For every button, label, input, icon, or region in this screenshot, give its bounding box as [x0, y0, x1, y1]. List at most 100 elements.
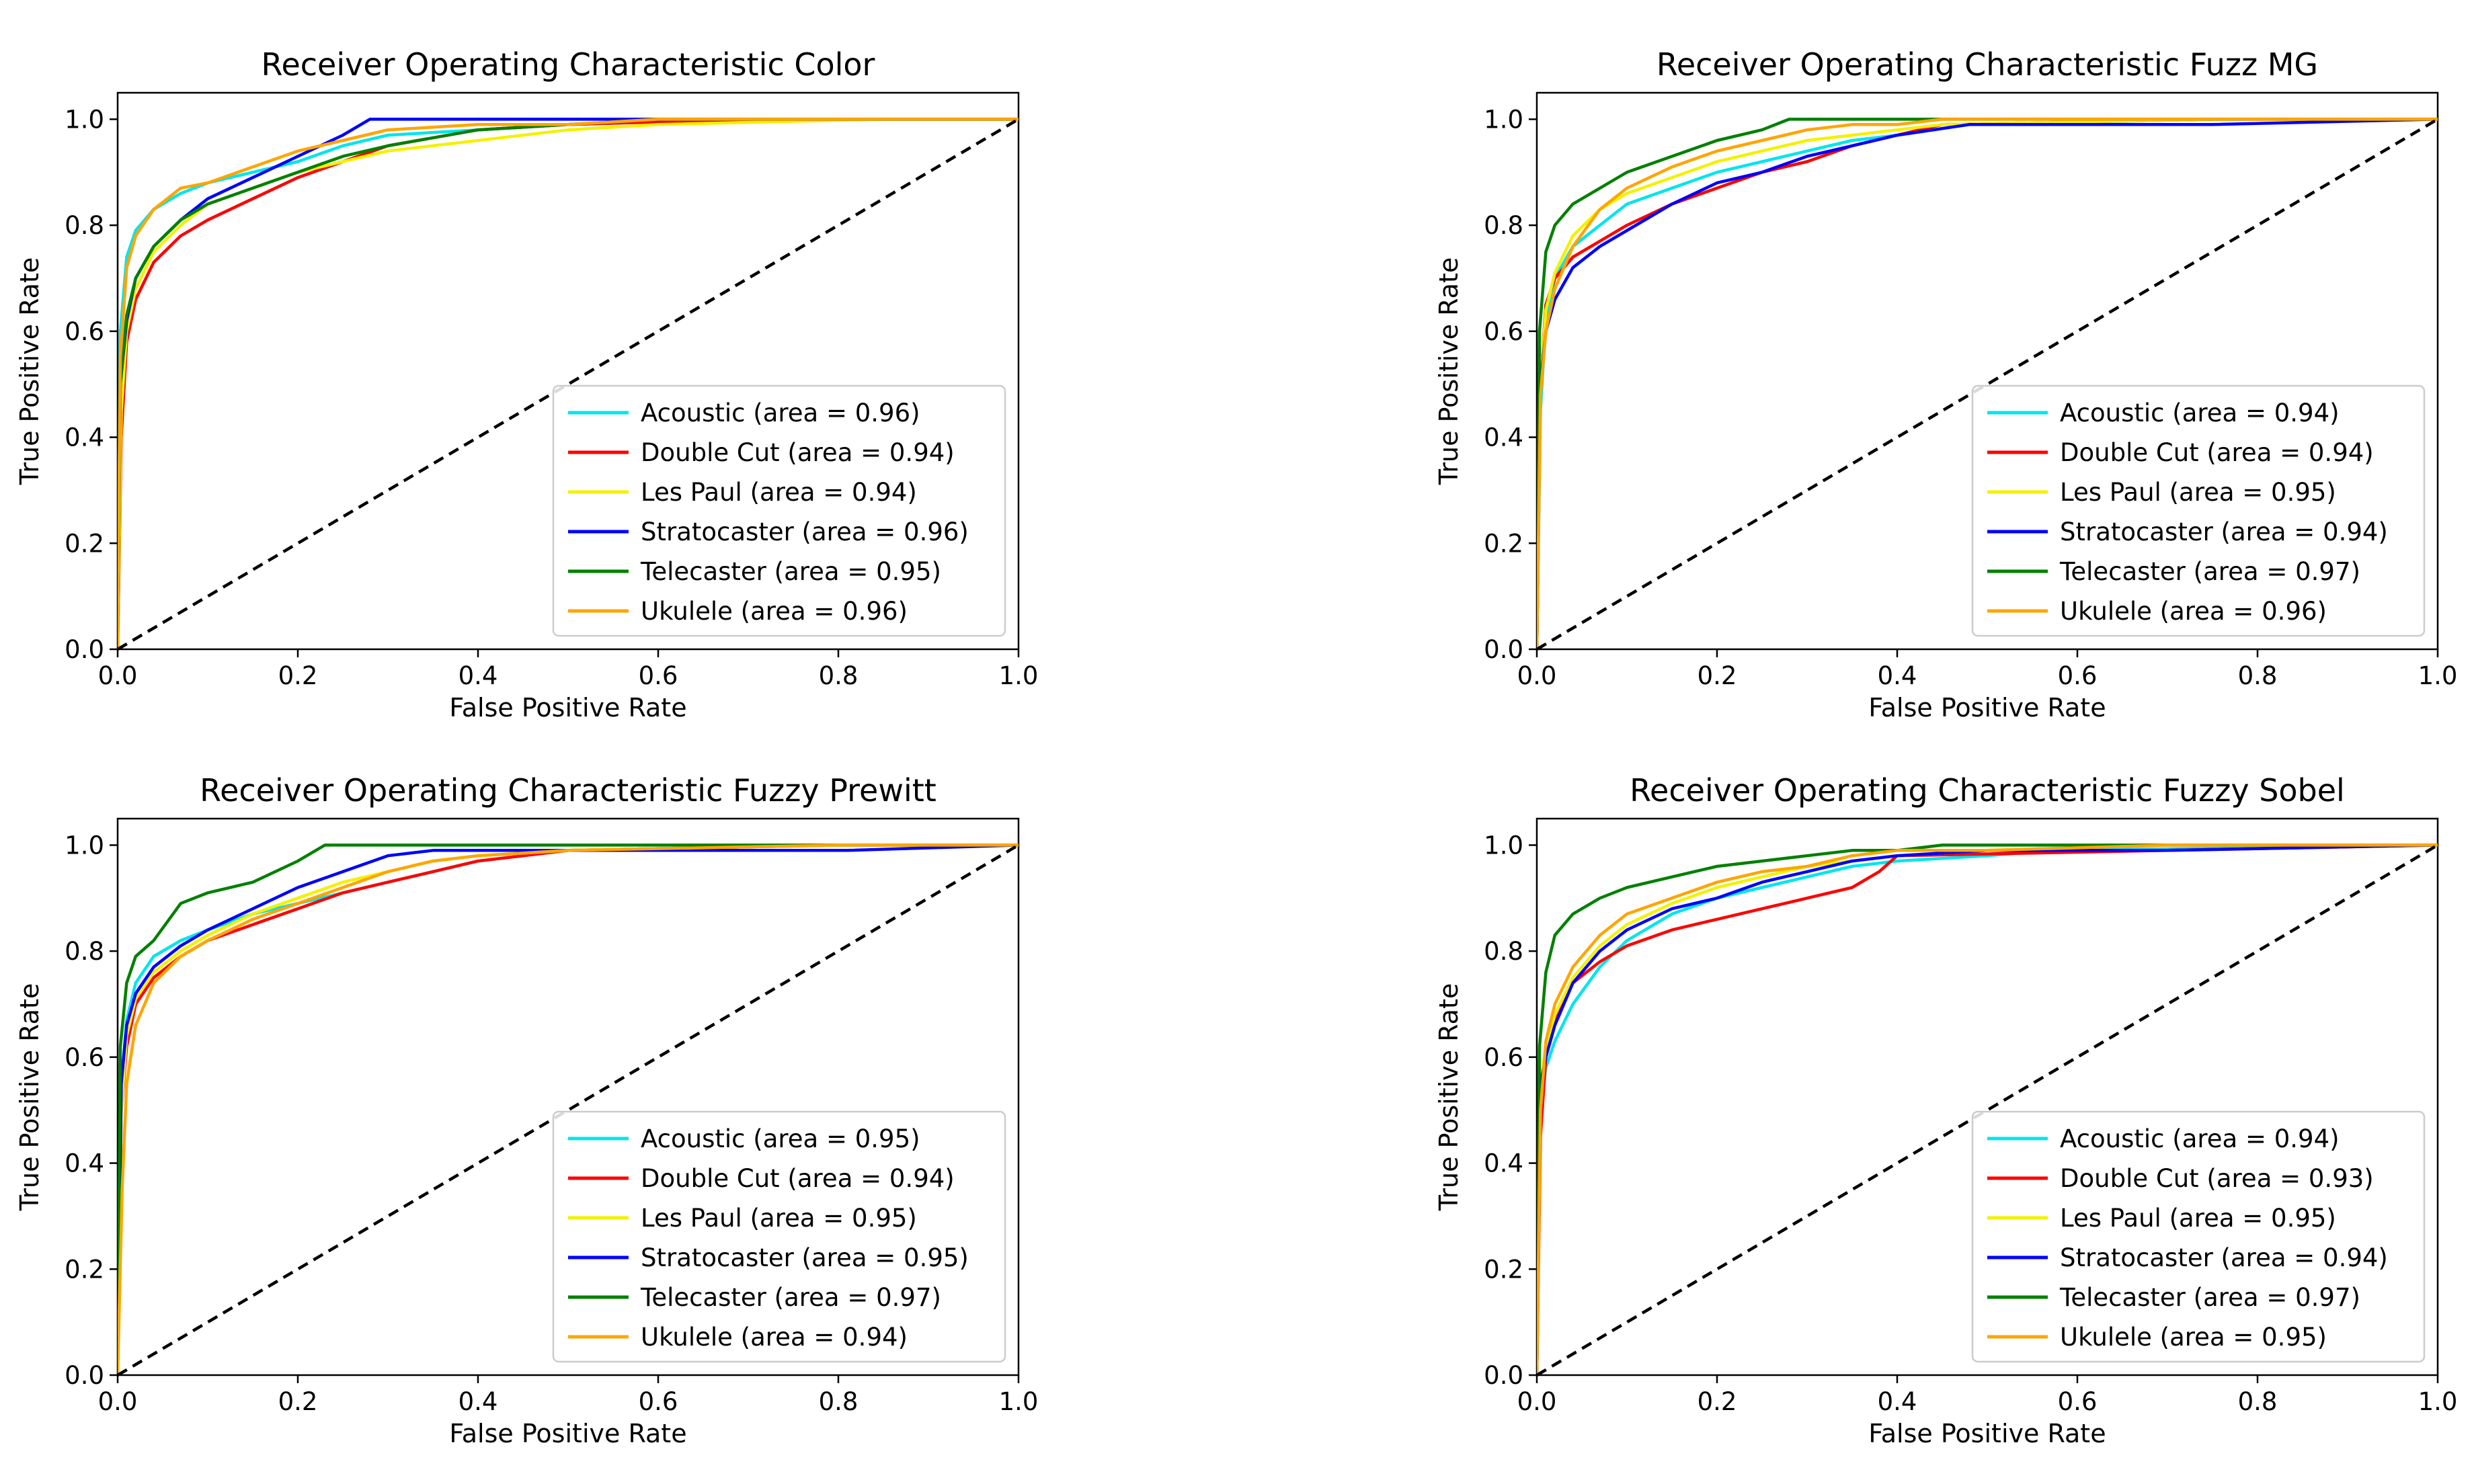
- x-axis-label: False Positive Rate: [449, 693, 686, 723]
- plot-frame: [1535, 91, 2439, 651]
- roc-curve-telecaster: [118, 843, 1019, 1375]
- roc-curve-stratocaster: [1537, 843, 2438, 1375]
- legend: Acoustic (area = 0.95) Double Cut (area =…: [552, 1110, 1006, 1363]
- legend: Acoustic (area = 0.94) Double Cut (area =…: [1971, 384, 2426, 637]
- y-tick-label: 0.4: [65, 1149, 104, 1178]
- y-tick-label: 0.0: [65, 1361, 104, 1390]
- x-tick-label: 0.2: [278, 1387, 318, 1416]
- roc-panel-3: Receiver Operating Characteristic Fuzzy …: [15, 772, 1038, 1448]
- x-tick-label: 0.6: [2058, 661, 2098, 690]
- x-tick-label: 0.4: [1878, 1387, 1917, 1416]
- x-tick-label: 0.0: [1517, 661, 1557, 690]
- legend-entry: Telecaster (area = 0.97): [2059, 557, 2360, 586]
- x-tick-label: 1.0: [2418, 661, 2458, 690]
- legend-entry: Telecaster (area = 0.95): [640, 557, 941, 586]
- roc-panel-1: Receiver Operating Characteristic Color 0…: [15, 46, 1038, 723]
- y-tick-label: 1.0: [65, 105, 104, 134]
- legend-entry: Telecaster (area = 0.97): [2059, 1283, 2360, 1312]
- legend-entry: Double Cut (area = 0.94): [641, 1164, 955, 1193]
- legend-entry: Ukulele (area = 0.96): [2060, 597, 2327, 626]
- x-tick-label: 0.0: [98, 661, 138, 690]
- y-tick-label: 0.0: [1484, 635, 1523, 664]
- y-tick-label: 1.0: [1484, 831, 1523, 860]
- y-tick-label: 0.8: [1484, 937, 1523, 966]
- legend-box: [552, 1110, 1006, 1363]
- y-tick-label: 0.2: [1484, 529, 1523, 558]
- legend-entry: Acoustic (area = 0.94): [2060, 399, 2340, 427]
- legend: Acoustic (area = 0.94) Double Cut (area =…: [1971, 1110, 2426, 1363]
- legend-entry: Telecaster (area = 0.97): [640, 1283, 941, 1312]
- x-tick-label: 0.8: [819, 661, 859, 690]
- x-tick-label: 0.0: [1517, 1387, 1557, 1416]
- roc-curve-ukulele: [118, 843, 1019, 1375]
- roc-curve-acoustic: [1537, 843, 2438, 1375]
- x-tick-label: 0.2: [278, 661, 318, 690]
- y-tick-label: 0.8: [1484, 211, 1523, 240]
- legend-entry: Stratocaster (area = 0.94): [2060, 1243, 2388, 1272]
- legend-entry: Les Paul (area = 0.95): [2060, 478, 2336, 507]
- x-tick-label: 0.2: [1698, 661, 1737, 690]
- chart-title: Receiver Operating Characteristic Fuzz M…: [1657, 46, 2318, 83]
- x-tick-label: 0.6: [639, 1387, 678, 1416]
- y-tick-label: 0.4: [65, 423, 104, 452]
- legend-entry: Stratocaster (area = 0.96): [641, 518, 969, 546]
- legend-entry: Ukulele (area = 0.95): [2060, 1323, 2327, 1352]
- chart-title: Receiver Operating Characteristic Fuzzy …: [1630, 772, 2345, 809]
- x-tick-label: 1.0: [2418, 1387, 2458, 1416]
- plot-frame: [116, 817, 1020, 1376]
- roc-curve-ukulele: [118, 118, 1019, 649]
- x-axis-label: False Positive Rate: [1868, 1419, 2106, 1448]
- y-tick-label: 0.8: [65, 211, 104, 240]
- roc-curve-telecaster: [1537, 843, 2438, 1375]
- roc-curve-ukulele: [1537, 118, 2438, 649]
- legend-entry: Ukulele (area = 0.94): [641, 1323, 908, 1352]
- legend-entry: Les Paul (area = 0.94): [641, 478, 917, 507]
- y-tick-label: 0.6: [65, 317, 104, 346]
- x-tick-label: 0.4: [458, 1387, 498, 1416]
- legend-entry: Acoustic (area = 0.94): [2060, 1124, 2340, 1153]
- y-tick-label: 0.4: [1484, 423, 1523, 452]
- y-tick-label: 0.2: [1484, 1255, 1523, 1284]
- legend-entry: Stratocaster (area = 0.94): [2060, 518, 2388, 546]
- legend-entry: Les Paul (area = 0.95): [641, 1204, 917, 1233]
- legend-entry: Acoustic (area = 0.96): [641, 399, 920, 427]
- roc-curve-ukulele: [1537, 843, 2438, 1375]
- roc-panel-4: Receiver Operating Characteristic Fuzzy …: [1434, 772, 2457, 1448]
- y-tick-label: 0.2: [65, 1255, 104, 1284]
- y-tick-label: 0.6: [1484, 317, 1523, 346]
- y-tick-label: 0.0: [1484, 1361, 1523, 1390]
- x-tick-label: 1.0: [999, 661, 1039, 690]
- x-tick-label: 0.4: [1878, 661, 1917, 690]
- legend-box: [552, 384, 1006, 637]
- chart-title: Receiver Operating Characteristic Color: [262, 46, 875, 83]
- y-tick-label: 0.0: [65, 635, 104, 664]
- y-tick-label: 0.6: [65, 1043, 104, 1072]
- y-tick-label: 1.0: [65, 831, 104, 860]
- x-tick-label: 0.2: [1698, 1387, 1737, 1416]
- roc-curve-double-cut: [118, 843, 1019, 1375]
- y-tick-label: 1.0: [1484, 105, 1523, 134]
- x-tick-label: 0.8: [819, 1387, 859, 1416]
- legend-entry: Les Paul (area = 0.95): [2060, 1204, 2336, 1233]
- legend-entry: Acoustic (area = 0.95): [641, 1124, 920, 1153]
- legend-box: [1971, 384, 2426, 637]
- legend-box: [1971, 1110, 2426, 1363]
- y-axis-label: True Positive Rate: [15, 983, 44, 1212]
- x-axis-label: False Positive Rate: [1868, 693, 2106, 723]
- y-axis-label: True Positive Rate: [15, 257, 44, 486]
- y-axis-label: True Positive Rate: [1434, 257, 1464, 486]
- plot-frame: [116, 91, 1020, 651]
- roc-panel-2: Receiver Operating Characteristic Fuzz M…: [1434, 46, 2457, 723]
- y-tick-label: 0.4: [1484, 1149, 1523, 1178]
- x-tick-label: 1.0: [999, 1387, 1039, 1416]
- legend: Acoustic (area = 0.96) Double Cut (area =…: [552, 384, 1006, 637]
- x-tick-label: 0.6: [2058, 1387, 2098, 1416]
- x-tick-label: 0.0: [98, 1387, 138, 1416]
- plot-frame: [1535, 817, 2439, 1376]
- roc-curve-les-paul: [1537, 118, 2438, 649]
- chart-title: Receiver Operating Characteristic Fuzzy …: [200, 772, 936, 809]
- y-tick-label: 0.8: [65, 937, 104, 966]
- x-axis-label: False Positive Rate: [449, 1419, 686, 1448]
- y-tick-label: 0.2: [65, 529, 104, 558]
